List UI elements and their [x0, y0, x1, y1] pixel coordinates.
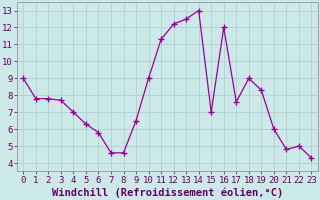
X-axis label: Windchill (Refroidissement éolien,°C): Windchill (Refroidissement éolien,°C)	[52, 187, 283, 198]
